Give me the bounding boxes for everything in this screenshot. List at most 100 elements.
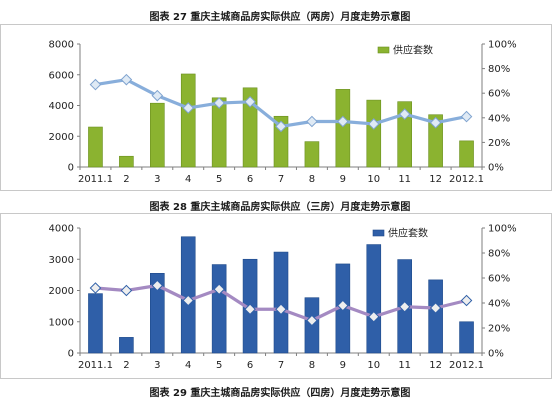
chart-1-right-tick-label: 100% — [488, 40, 517, 51]
chart-1-x-tick-label: 4 — [185, 174, 191, 185]
chart-2-x-tick-label: 3 — [154, 360, 160, 371]
chart-1-bar-3 — [150, 102, 165, 168]
chart-2-bar-10 — [366, 244, 382, 354]
chart-1-left-tick-label: 0 — [68, 163, 74, 174]
chart-2-right-tick-label: 80% — [488, 249, 510, 260]
chart-1-ratio-point — [337, 115, 349, 128]
chart-1-x-tick-label: 6 — [247, 174, 253, 185]
chart-1-legend-swatch — [377, 46, 390, 54]
chart-2-left-tick-label: 1000 — [49, 317, 74, 328]
chart-1-ratio-point — [120, 73, 133, 86]
chart-1-bar-2012-1 — [459, 140, 474, 168]
chart-1-bar-4 — [180, 73, 196, 168]
chart-2-ratio-point — [151, 279, 164, 292]
chart-1-right-tick-label: 60% — [488, 89, 510, 100]
chart-1-x-tick-label: 9 — [340, 174, 346, 185]
chart-1-bar-9 — [335, 89, 351, 168]
chart-1-left-tick-label: 8000 — [49, 40, 74, 51]
chart-2-ratio-point — [244, 303, 256, 316]
chart-2-right-tick-label: 60% — [488, 274, 510, 285]
chart-1-right-tick-label: 40% — [488, 113, 510, 124]
chart-1-ratio-point — [275, 120, 287, 133]
chart-1-right-tick-label: 20% — [488, 138, 510, 149]
chart-1-legend-label: 供应套数 — [393, 44, 433, 57]
chart-2-x-tick-label: 12 — [429, 360, 442, 371]
chart-2-right-tick-label: 0% — [488, 349, 504, 360]
chart-1-ratio-point — [460, 110, 473, 123]
chart-2-ratio-point — [398, 300, 411, 313]
chart-2-x-tick-label: 2011.1 — [78, 360, 113, 371]
chart-2-left-tick-label: 4000 — [49, 224, 74, 235]
chart-1-ratio-point — [213, 97, 225, 109]
chart-2-ratio-point — [337, 299, 349, 312]
chart-2-x-tick-label: 7 — [278, 360, 284, 371]
chart-1-ratio-point — [89, 78, 102, 91]
chart-2-bar-3 — [150, 273, 165, 354]
chart-1-title: 图表 27 重庆主城商品房实际供应（两房）月度走势示意图 — [149, 12, 411, 23]
chart-1-bar-11 — [397, 101, 412, 168]
chart-2-ratio-point — [120, 284, 133, 297]
chart-2-ratio-point — [429, 302, 442, 314]
chart-2-ratio-point — [275, 303, 287, 316]
chart-1-x-tick-label: 10 — [367, 174, 380, 185]
chart-1-left-tick-label: 4000 — [49, 101, 74, 112]
chart-1-x-tick-label: 5 — [216, 174, 222, 185]
chart-2-ratio-point — [367, 310, 380, 323]
chart-2-x-tick-label: 6 — [247, 360, 253, 371]
chart-2-bar-5 — [211, 264, 227, 354]
chart-2-bar-2011-1 — [88, 293, 103, 354]
chart-2-legend-label: 供应套数 — [388, 227, 428, 240]
chart-2-x-tick-label: 9 — [340, 360, 346, 371]
chart-2-x-tick-label: 11 — [398, 360, 411, 371]
chart-1: 0 2000 4000 6000 8000 0% 20% 40% 60% 80% 100% 2011.… — [0, 24, 552, 191]
chart-1-x-tick-label: 2 — [123, 174, 129, 185]
chart-1-right-tick-label: 80% — [488, 64, 510, 75]
chart-2-x-tick-label: 5 — [216, 360, 222, 371]
chart-2-left-tick-label: 3000 — [49, 255, 74, 266]
chart-1-x-tick-label: 12 — [429, 174, 442, 185]
chart-1-bar-8 — [304, 141, 320, 168]
chart-1-left-tick-label: 6000 — [49, 70, 74, 81]
chart-1-x-tick-label: 2011.1 — [78, 174, 113, 185]
chart-2-left-tick-label: 2000 — [49, 286, 74, 297]
chart-1-x-tick-label: 3 — [154, 174, 160, 185]
chart-2-x-tick-label: 10 — [367, 360, 380, 371]
chart-1-ratio-point — [182, 102, 195, 114]
chart-2-right-tick-label: 40% — [488, 299, 510, 310]
chart-2-right-tick-label: 20% — [488, 324, 510, 335]
chart-1-bar-12 — [428, 114, 443, 168]
chart-2-ratio-point — [306, 314, 318, 327]
chart-2-bar-12 — [428, 279, 443, 354]
chart-1-ratio-point — [244, 96, 256, 108]
chart-2-x-tick-label: 4 — [185, 360, 191, 371]
chart-1-bar-2 — [119, 155, 134, 168]
chart-2-right-tick-label: 100% — [488, 224, 517, 235]
chart-1-ratio-point — [151, 89, 164, 102]
chart-1-ratio-point — [429, 116, 442, 129]
chart-2-bar-2012-1 — [459, 321, 474, 354]
chart-2-ratio-point — [213, 283, 225, 296]
chart-1-x-tick-label: 8 — [309, 174, 315, 185]
chart-2-ratio-point — [460, 294, 473, 307]
chart-1-ratio-point — [306, 115, 318, 128]
chart-1-bar-10 — [366, 99, 382, 168]
chart-2-bar-2 — [119, 337, 134, 354]
chart-1-left-tick-label: 2000 — [49, 132, 74, 143]
chart-2-left-tick-label: 0 — [68, 349, 74, 360]
chart-2-title: 图表 28 重庆主城商品房实际供应（三房）月度走势示意图 — [149, 202, 411, 213]
chart-1-ratio-point — [367, 118, 380, 130]
chart-1-x-tick-label: 11 — [398, 174, 411, 185]
chart-3-caption: 图表 29 重庆主城商品房实际供应（四房）月度走势示意图 — [149, 388, 411, 399]
chart-1-bar-7 — [273, 115, 289, 168]
chart-2-x-tick-label: 8 — [309, 360, 315, 371]
chart-1-ratio-point — [398, 108, 411, 120]
chart-2-ratio-point — [89, 282, 102, 294]
chart-1-x-tick-label: 2012.1 — [449, 174, 484, 185]
chart-1-right-tick-label: 0% — [488, 163, 504, 174]
chart-2-x-tick-label: 2012.1 — [449, 360, 484, 371]
chart-1-bar-6 — [242, 87, 258, 168]
chart-1-x-tick-label: 7 — [278, 174, 284, 185]
chart-2-x-tick-label: 2 — [123, 360, 129, 371]
chart-2-ratio-point — [182, 294, 195, 307]
chart-2: 0 1000 2000 3000 4000 0% 20% 40% 60% 80% 100% 2011.… — [0, 213, 552, 379]
